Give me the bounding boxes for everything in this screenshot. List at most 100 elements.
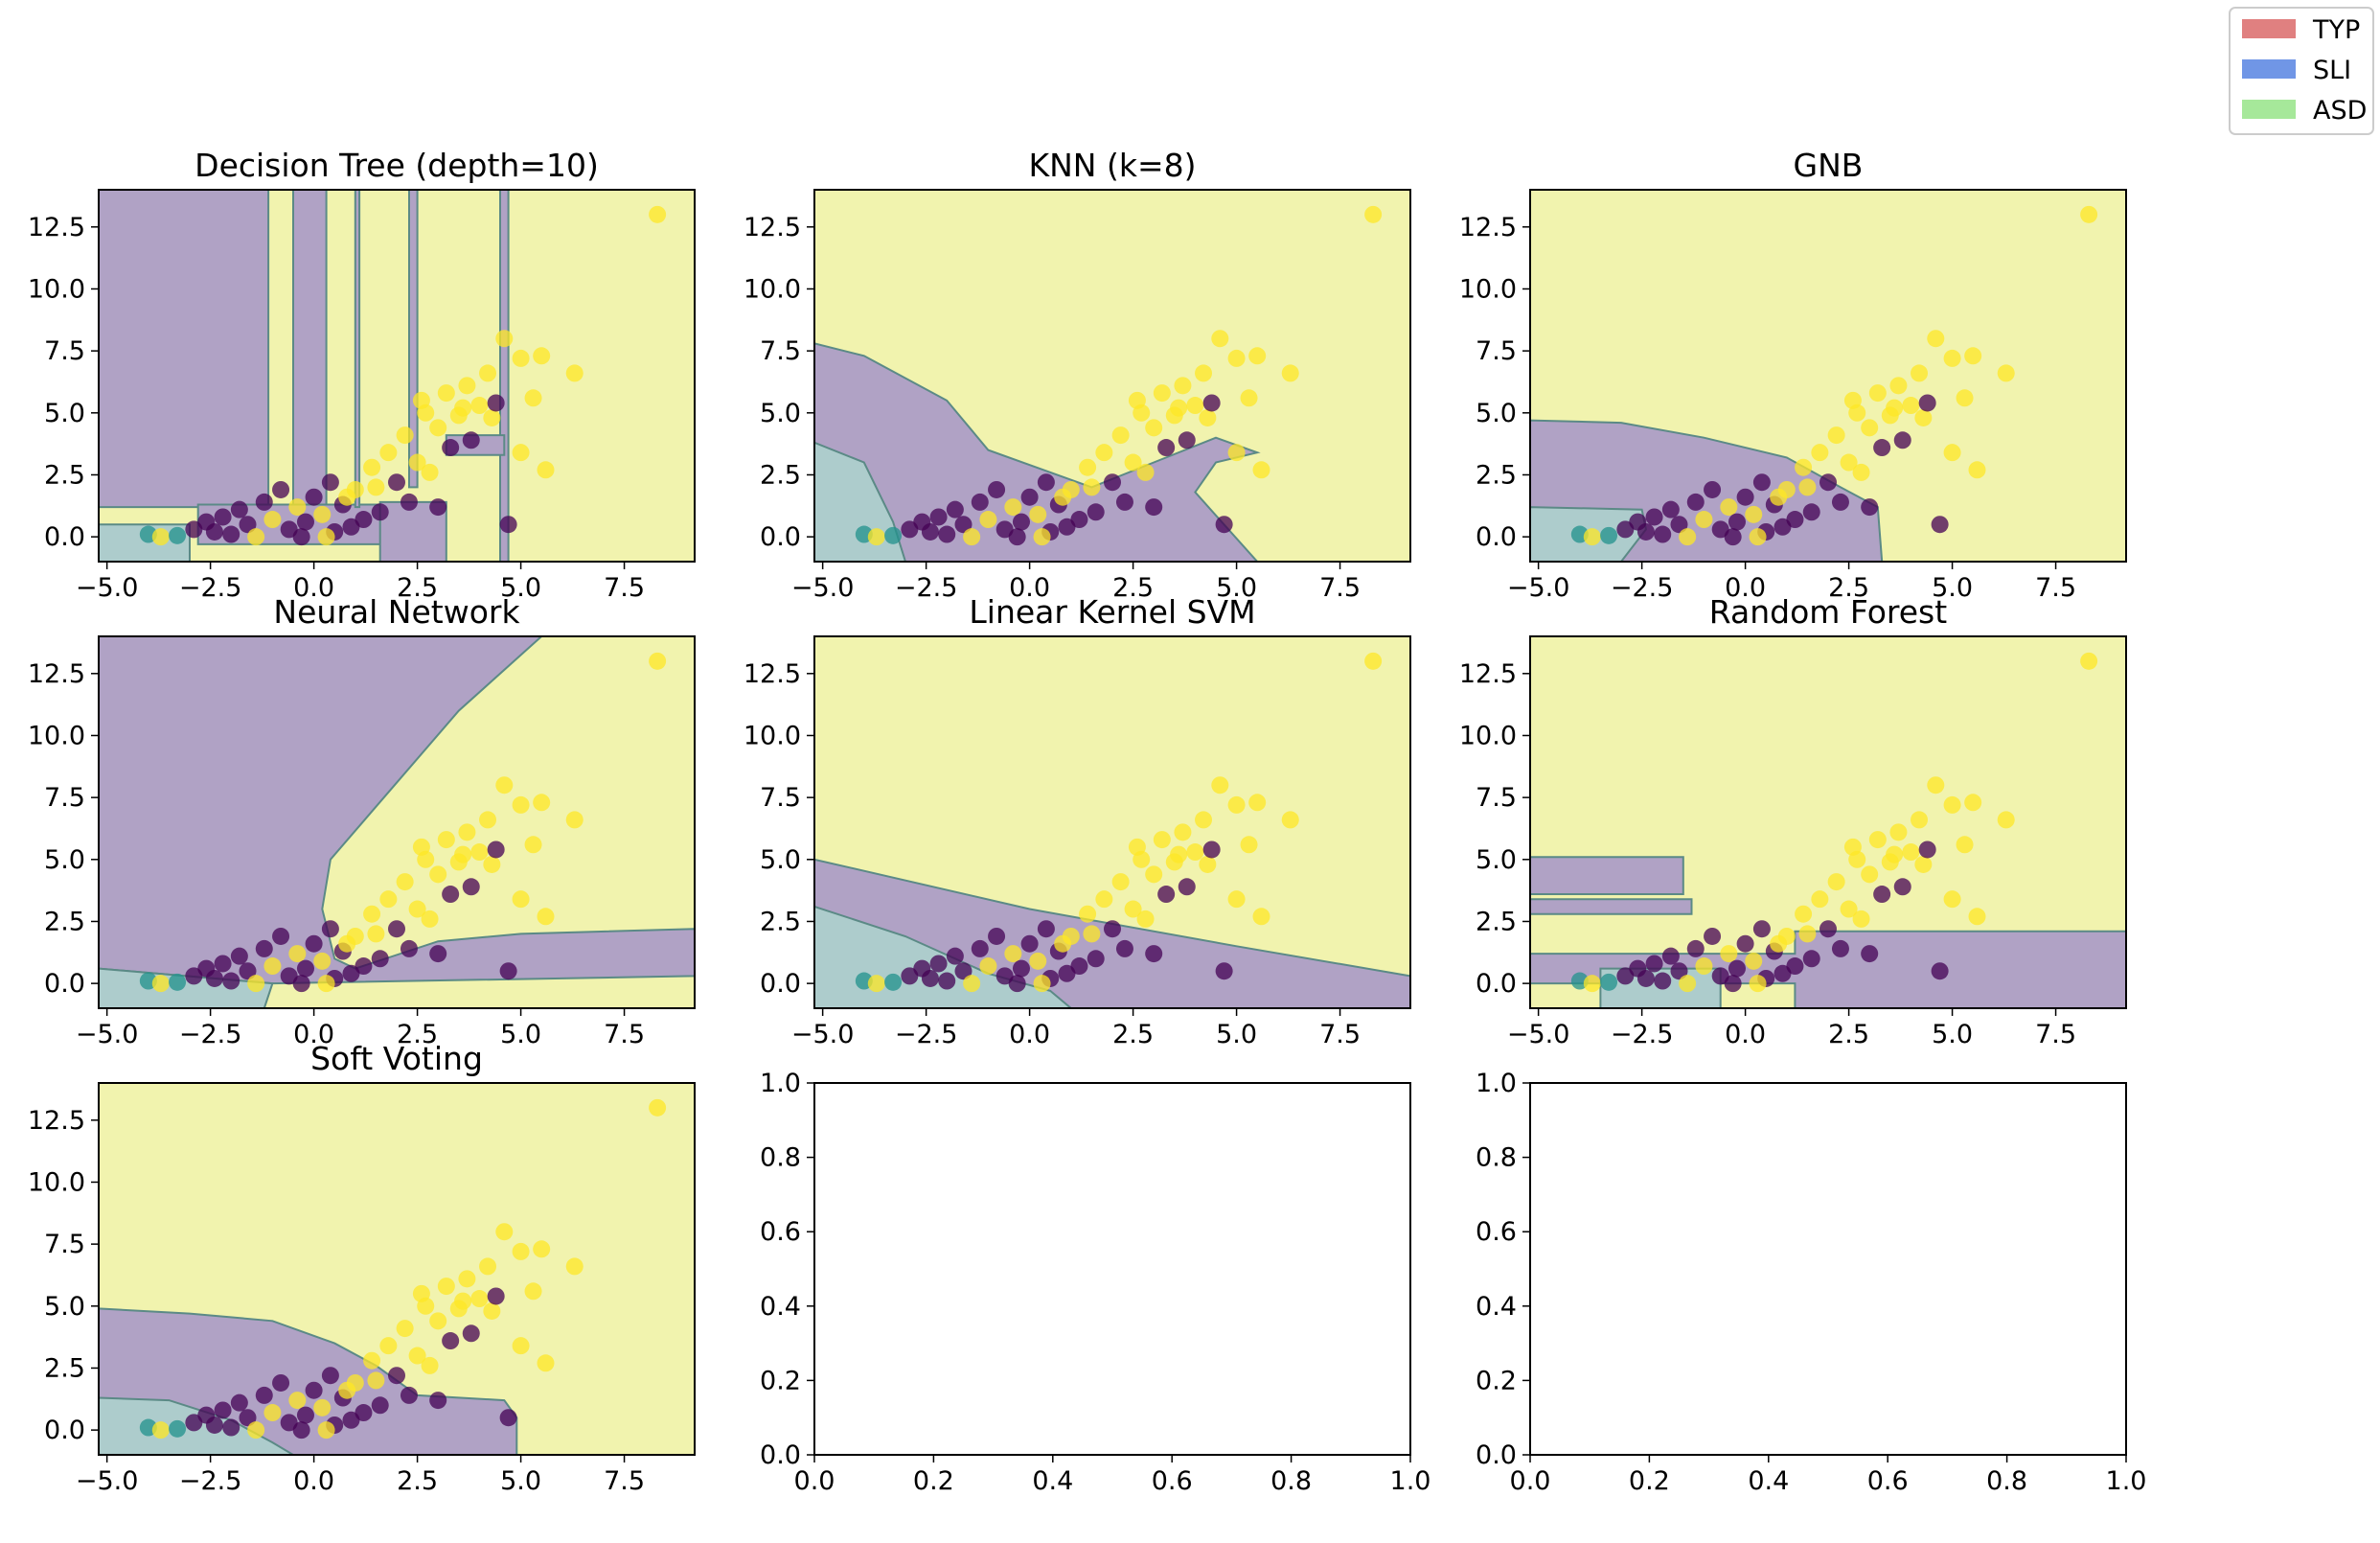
x-tick-label: 0.2 bbox=[1629, 1466, 1670, 1496]
data-point bbox=[363, 458, 381, 476]
x-tick-label: −5.0 bbox=[76, 1466, 139, 1496]
x-tick-label: 2.5 bbox=[1828, 1020, 1869, 1049]
data-point bbox=[988, 927, 1006, 945]
data-point bbox=[1227, 795, 1246, 814]
data-point bbox=[1964, 794, 1982, 812]
data-point bbox=[1736, 488, 1754, 506]
x-tick-label: 2.5 bbox=[397, 1020, 438, 1049]
data-point bbox=[454, 399, 472, 417]
data-point bbox=[512, 795, 530, 814]
subplot-title: Soft Voting bbox=[310, 1040, 483, 1077]
data-point bbox=[512, 1337, 530, 1355]
data-point bbox=[437, 1278, 455, 1296]
data-point bbox=[954, 962, 973, 980]
x-tick-label: 7.5 bbox=[1319, 573, 1361, 603]
decision-region-0 bbox=[1530, 856, 1684, 895]
decision-region-1 bbox=[292, 190, 328, 518]
data-point bbox=[1670, 962, 1688, 980]
axes-frame bbox=[98, 635, 696, 1009]
y-tick-label: 12.5 bbox=[1459, 213, 1517, 242]
x-tick-label: 0.8 bbox=[1986, 1466, 2027, 1496]
x-tick-label: −2.5 bbox=[1611, 1020, 1674, 1049]
data-point bbox=[280, 520, 298, 539]
data-point bbox=[867, 975, 885, 993]
data-point bbox=[938, 972, 956, 990]
data-point bbox=[1831, 939, 1849, 957]
y-tick-label: 0.4 bbox=[1476, 1292, 1517, 1322]
data-point bbox=[1964, 347, 1982, 365]
x-tick-label: −5.0 bbox=[1507, 573, 1570, 603]
y-tick-label: 0.0 bbox=[1476, 522, 1517, 552]
subplot-title: Decision Tree (depth=10) bbox=[195, 147, 599, 184]
data-point bbox=[483, 855, 501, 873]
data-point bbox=[400, 939, 418, 957]
data-point bbox=[355, 511, 373, 529]
data-point bbox=[1852, 910, 1870, 928]
data-point bbox=[458, 377, 476, 395]
data-point bbox=[512, 1242, 530, 1260]
data-point bbox=[296, 513, 314, 531]
data-point bbox=[1115, 493, 1133, 511]
data-point bbox=[1918, 841, 1936, 859]
x-tick-label: 7.5 bbox=[604, 1466, 645, 1496]
data-point bbox=[379, 1337, 398, 1355]
data-point bbox=[1840, 900, 1858, 918]
data-point bbox=[479, 1257, 497, 1276]
data-point bbox=[495, 330, 514, 348]
data-point bbox=[1811, 890, 1829, 909]
x-tick-label: 0.4 bbox=[1748, 1466, 1789, 1496]
data-point bbox=[429, 1312, 447, 1330]
data-point bbox=[954, 516, 973, 534]
axes-frame bbox=[98, 1082, 696, 1456]
axes-frame bbox=[813, 189, 1411, 563]
axes-frame bbox=[1529, 635, 2127, 1009]
data-point bbox=[1199, 408, 1217, 426]
data-point bbox=[479, 364, 497, 382]
data-point bbox=[1178, 878, 1196, 896]
data-point bbox=[1704, 927, 1722, 945]
data-point bbox=[1079, 905, 1097, 923]
data-point bbox=[1886, 399, 1904, 417]
data-point bbox=[355, 957, 373, 976]
data-point bbox=[458, 823, 476, 841]
data-point bbox=[1893, 878, 1911, 896]
x-tick-label: 0.0 bbox=[1510, 1466, 1551, 1496]
data-point bbox=[1852, 463, 1870, 481]
data-point bbox=[946, 500, 964, 518]
data-point bbox=[1827, 873, 1845, 891]
data-point bbox=[1600, 973, 1618, 991]
data-point bbox=[230, 1393, 248, 1412]
data-point bbox=[1831, 493, 1849, 511]
data-point bbox=[929, 508, 948, 526]
data-point bbox=[296, 1406, 314, 1424]
data-point bbox=[1145, 498, 1163, 517]
x-tick-label: 0.4 bbox=[1032, 1466, 1073, 1496]
subplot-linear-kernel-svm: −5.0 −2.5 0.0 2.5 5.0 7.5 0.0 2.5 5.0 7.5 10.0 12.5… bbox=[744, 593, 1411, 1049]
x-tick-label: 2.5 bbox=[1112, 1020, 1154, 1049]
data-point bbox=[1058, 518, 1076, 536]
data-point bbox=[429, 419, 447, 437]
data-point bbox=[214, 508, 232, 526]
data-point bbox=[1111, 426, 1130, 445]
data-point bbox=[1124, 900, 1142, 918]
data-point bbox=[1795, 905, 1813, 923]
data-point bbox=[408, 900, 426, 918]
x-tick-label: −5.0 bbox=[76, 573, 139, 603]
data-point bbox=[1843, 391, 1862, 409]
data-point bbox=[1918, 394, 1936, 412]
x-tick-label: 5.0 bbox=[500, 1020, 541, 1049]
data-point bbox=[1111, 873, 1130, 891]
data-point bbox=[255, 939, 273, 957]
data-point bbox=[524, 389, 542, 407]
y-tick-label: 7.5 bbox=[760, 336, 801, 366]
data-point bbox=[342, 964, 360, 982]
data-point bbox=[1861, 865, 1879, 884]
data-point bbox=[1914, 408, 1933, 426]
data-point bbox=[292, 528, 310, 546]
y-tick-label: 2.5 bbox=[44, 1353, 85, 1383]
data-point bbox=[214, 955, 232, 973]
data-point bbox=[1070, 957, 1088, 976]
data-point bbox=[288, 1392, 307, 1410]
data-point bbox=[400, 493, 418, 511]
